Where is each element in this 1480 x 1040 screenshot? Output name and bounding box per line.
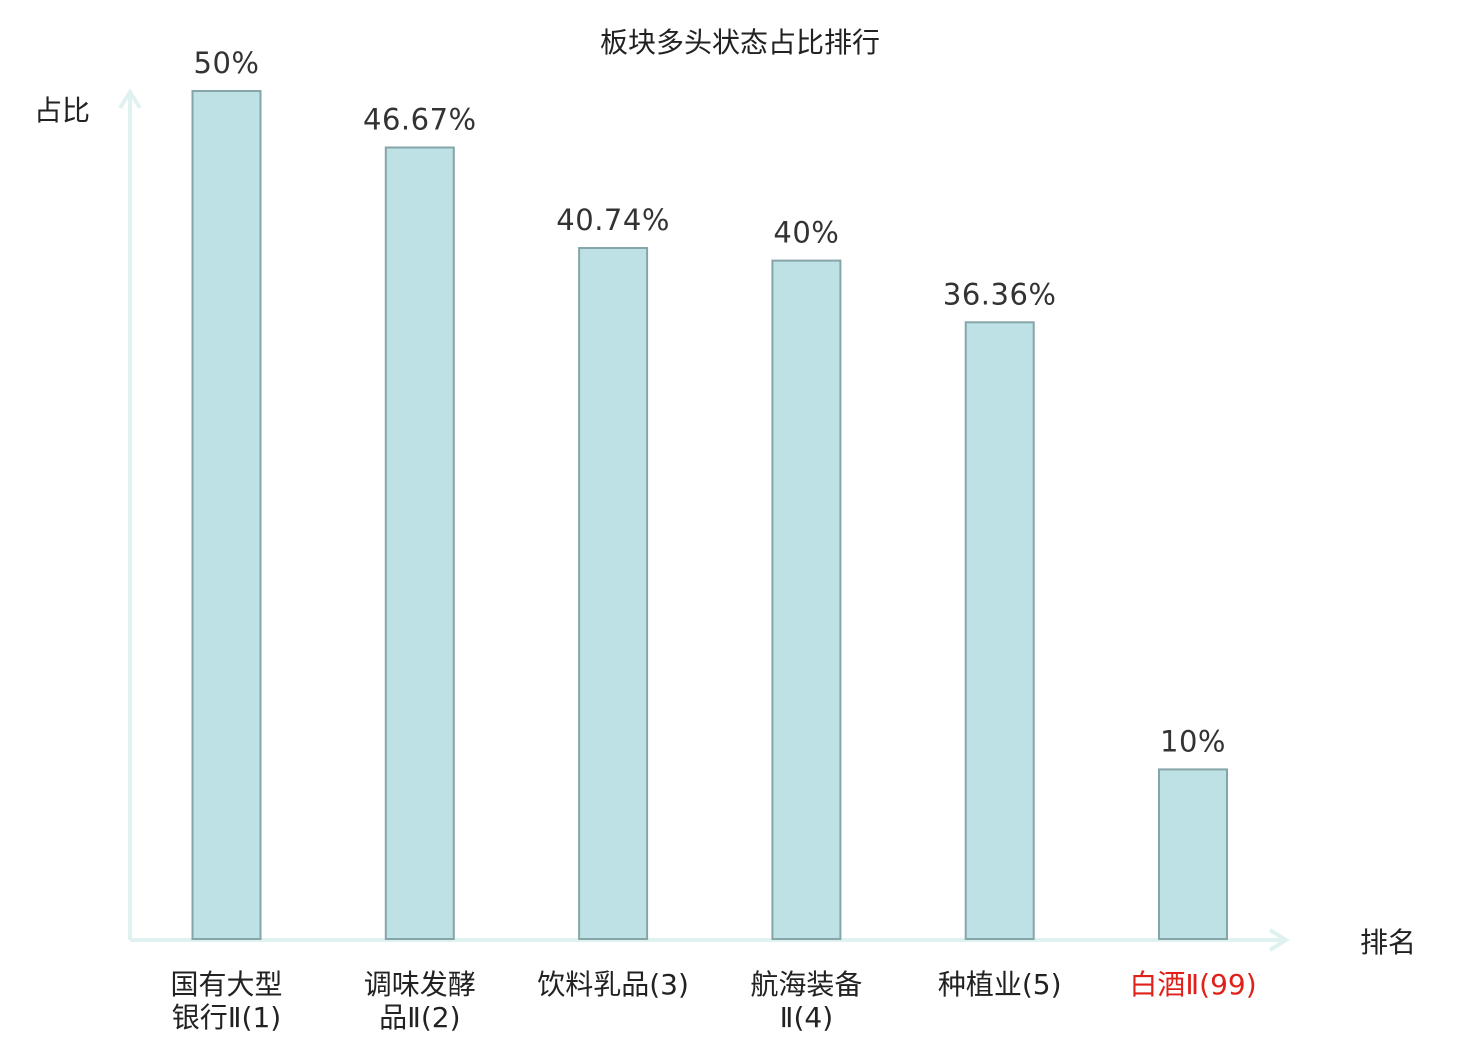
value-label-0: 50%: [194, 46, 260, 80]
value-label-3: 40%: [773, 216, 839, 250]
x-axis-arrow: [1268, 928, 1290, 952]
category-label-3-line-1: Ⅱ(4): [780, 1001, 833, 1034]
bar-4: [964, 321, 1035, 940]
bar-5: [1158, 768, 1228, 941]
y-axis-label: 占比: [34, 94, 90, 127]
value-label-5: 10%: [1160, 724, 1226, 758]
axes: [118, 88, 1290, 952]
bar-1: [384, 146, 455, 940]
category-label-5-line-0: 白酒Ⅱ(99): [1129, 968, 1256, 1001]
value-label-1: 46.67%: [363, 103, 477, 137]
category-label-0-line-1: 银行Ⅱ(1): [172, 1001, 281, 1034]
category-label-4-line-0: 种植业(5): [938, 968, 1062, 1001]
bar-0: [191, 90, 262, 940]
x-axis-label: 排名: [1360, 926, 1416, 959]
category-label-2-line-0: 饮料乳品(3): [537, 968, 689, 1001]
category-label-0-line-0: 国有大型: [170, 968, 282, 1001]
bars-group: [191, 90, 1228, 941]
y-axis-arrow: [118, 88, 142, 110]
value-label-4: 36.36%: [943, 277, 1057, 311]
category-label-3-line-0: 航海装备: [750, 968, 862, 1001]
category-label-1-line-0: 调味发酵: [364, 968, 476, 1001]
category-label-1-line-1: 品Ⅱ(2): [379, 1001, 460, 1034]
chart-title: 板块多头状态占比排行: [600, 26, 880, 59]
bar-3: [771, 259, 842, 941]
value-labels-group: 50% 46.67% 40.74% 40% 36.36% 10%: [194, 46, 1226, 758]
value-label-2: 40.74%: [556, 203, 670, 237]
bar-2: [578, 247, 649, 940]
